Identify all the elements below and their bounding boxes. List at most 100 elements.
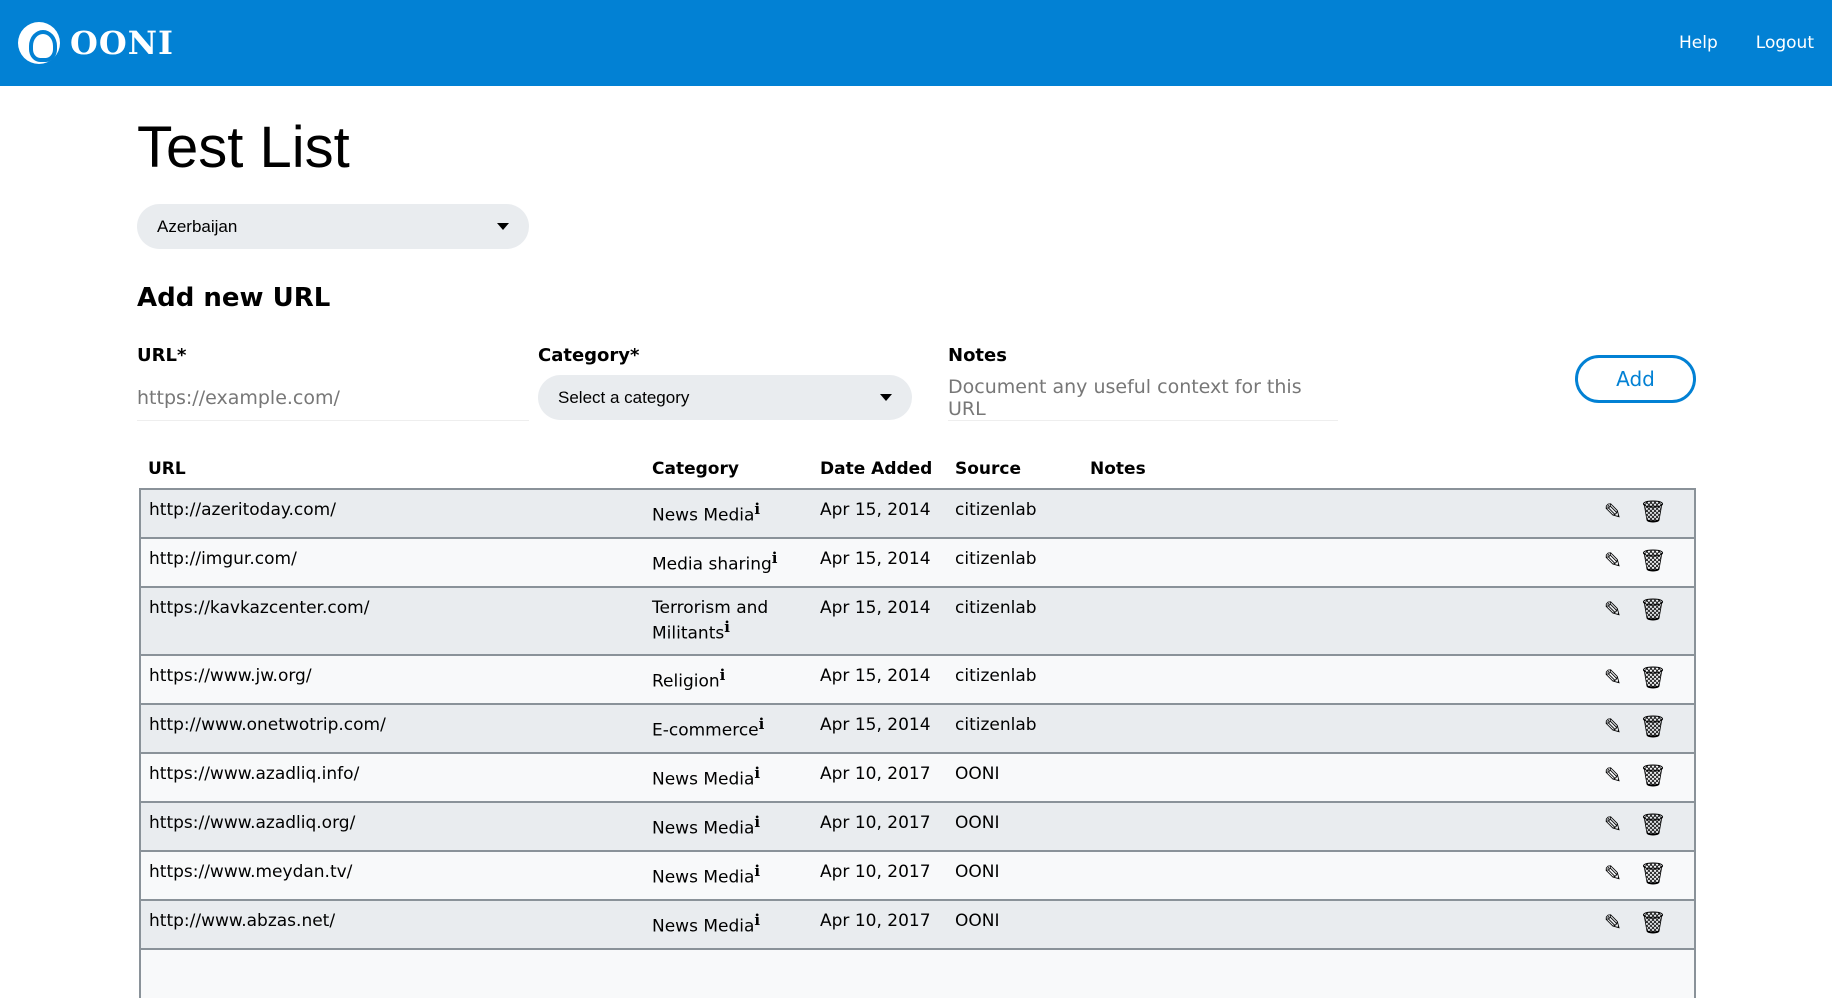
trash-icon[interactable]: 🗑 xyxy=(1639,714,1667,740)
category-text: News Media xyxy=(652,769,755,790)
url-cell: https://www.jw.org/ xyxy=(139,653,644,704)
info-icon[interactable]: i xyxy=(758,714,765,733)
date-cell: Apr 10, 2017 xyxy=(812,751,947,802)
source-cell: OONI xyxy=(947,849,1082,900)
table-row: http://www.abzas.net/ News Mediai Apr 10… xyxy=(139,898,1696,949)
url-cell: https://www.azadliq.org/ xyxy=(139,800,644,851)
notes-cell xyxy=(1082,947,1585,998)
pencil-icon[interactable]: ✎ xyxy=(1603,500,1623,525)
info-icon[interactable]: i xyxy=(754,861,761,880)
source-cell: citizenlab xyxy=(947,537,1082,587)
col-url: URL xyxy=(148,458,186,479)
add-button[interactable]: Add xyxy=(1575,355,1696,403)
notes-cell xyxy=(1082,800,1585,851)
info-icon[interactable]: i xyxy=(754,763,761,782)
url-input[interactable]: https://example.com/ xyxy=(137,375,529,421)
category-cell: E-commercei xyxy=(644,702,812,753)
category-text: News Media xyxy=(652,916,755,937)
info-icon[interactable]: i xyxy=(754,910,761,929)
category-cell: Media sharingi xyxy=(644,537,812,587)
date-cell: Apr 15, 2014 xyxy=(812,488,947,538)
pencil-icon[interactable]: ✎ xyxy=(1603,910,1623,936)
source-cell: OONI xyxy=(947,800,1082,851)
url-cell: http://www.onetwotrip.com/ xyxy=(139,702,644,753)
category-text: News Media xyxy=(652,505,755,526)
category-text: Religion xyxy=(652,671,720,692)
table-row: http://imgur.com/ Media sharingi Apr 15,… xyxy=(139,537,1696,587)
category-text: News Media xyxy=(652,818,755,839)
pencil-icon[interactable]: ✎ xyxy=(1603,598,1623,623)
notes-cell xyxy=(1082,653,1585,704)
url-cell: http://azeritoday.com/ xyxy=(139,488,644,538)
info-icon[interactable]: i xyxy=(724,618,730,636)
source-cell: citizenlab xyxy=(947,586,1082,655)
date-cell: Apr 15, 2014 xyxy=(812,537,947,587)
url-table: URL Category Date Added Source Notes htt… xyxy=(139,449,1696,998)
date-cell: Apr 15, 2014 xyxy=(812,586,947,655)
info-icon[interactable]: i xyxy=(754,812,761,831)
trash-icon[interactable]: 🗑 xyxy=(1639,500,1667,525)
trash-icon[interactable]: 🗑 xyxy=(1639,812,1667,838)
trash-icon[interactable]: 🗑 xyxy=(1639,665,1667,691)
info-icon[interactable]: i xyxy=(754,500,761,518)
notes-cell xyxy=(1082,537,1585,587)
pencil-icon[interactable]: ✎ xyxy=(1603,665,1623,691)
notes-cell xyxy=(1082,702,1585,753)
url-cell: https://www.azadliq.info/ xyxy=(139,751,644,802)
notes-cell xyxy=(1082,488,1585,538)
logout-link[interactable]: Logout xyxy=(1755,33,1814,53)
source-cell: citizenlab xyxy=(947,702,1082,753)
pencil-icon[interactable]: ✎ xyxy=(1603,549,1623,574)
trash-icon[interactable]: 🗑 xyxy=(1639,598,1667,623)
category-cell: News Mediai xyxy=(644,800,812,851)
date-cell: Apr 10, 2017 xyxy=(812,849,947,900)
col-category: Category xyxy=(652,458,739,479)
chevron-down-icon xyxy=(497,223,509,230)
table-row: https://www.jw.org/ Religioni Apr 15, 20… xyxy=(139,653,1696,704)
url-cell xyxy=(139,947,644,998)
pencil-icon[interactable]: ✎ xyxy=(1603,861,1623,887)
table-row: https://www.azadliq.info/ News Mediai Ap… xyxy=(139,751,1696,802)
trash-icon[interactable]: 🗑 xyxy=(1639,763,1667,789)
pencil-icon[interactable]: ✎ xyxy=(1603,812,1623,838)
pencil-icon[interactable]: ✎ xyxy=(1603,714,1623,740)
category-placeholder: Select a category xyxy=(558,387,690,407)
page-title: Test List xyxy=(137,115,350,180)
category-cell: News Mediai xyxy=(644,898,812,949)
url-label: URL* xyxy=(137,345,187,366)
category-text: E-commerce xyxy=(652,720,759,741)
source-cell: citizenlab xyxy=(947,488,1082,538)
brand-name: OONI xyxy=(70,24,174,62)
notes-input[interactable]: Document any useful context for this URL xyxy=(948,375,1338,421)
ooni-logo[interactable]: OONI xyxy=(18,22,174,64)
category-cell: News Mediai xyxy=(644,751,812,802)
help-link[interactable]: Help xyxy=(1679,33,1718,53)
date-cell: Apr 15, 2014 xyxy=(812,702,947,753)
notes-cell xyxy=(1082,898,1585,949)
url-cell: https://kavkazcenter.com/ xyxy=(139,586,644,655)
source-cell: citizenlab xyxy=(947,653,1082,704)
chevron-down-icon xyxy=(880,394,892,401)
table-row xyxy=(139,947,1696,998)
trash-icon[interactable]: 🗑 xyxy=(1639,549,1667,574)
col-date: Date Added xyxy=(820,458,933,479)
table-row: https://kavkazcenter.com/ Terrorism and … xyxy=(139,586,1696,655)
info-icon[interactable]: i xyxy=(719,665,726,684)
country-select[interactable]: Azerbaijan xyxy=(137,204,529,249)
col-source: Source xyxy=(955,458,1022,479)
add-url-heading: Add new URL xyxy=(137,283,331,313)
source-cell: OONI xyxy=(947,898,1082,949)
category-text: News Media xyxy=(652,867,755,888)
pencil-icon[interactable]: ✎ xyxy=(1603,763,1623,789)
url-cell: https://www.meydan.tv/ xyxy=(139,849,644,900)
category-cell: Religioni xyxy=(644,653,812,704)
info-icon[interactable]: i xyxy=(771,549,778,567)
date-cell: Apr 15, 2014 xyxy=(812,653,947,704)
trash-icon[interactable]: 🗑 xyxy=(1639,910,1667,936)
top-navbar: OONI Help Logout xyxy=(0,0,1832,86)
trash-icon[interactable]: 🗑 xyxy=(1639,861,1667,887)
category-text: Media sharing xyxy=(652,554,772,575)
date-cell: Apr 10, 2017 xyxy=(812,898,947,949)
notes-cell xyxy=(1082,586,1585,655)
category-select[interactable]: Select a category xyxy=(538,375,912,420)
